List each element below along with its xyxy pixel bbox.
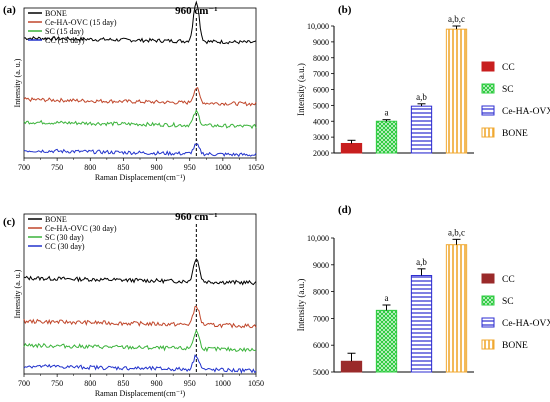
legend: CC SC Ce-HA-OVX BONE [481, 273, 550, 351]
x-tick-label: 950 [184, 163, 196, 172]
bar-panel-d: (d) 5000 6000 7000 8000 9000 10,000 Intensity (… [296, 204, 550, 377]
significance-label: a,b,c [448, 14, 465, 24]
legend-label: BONE [45, 9, 67, 18]
y-axis-label: Intensity (a.u.) [296, 279, 306, 332]
legend-label: Ce-HA-OVX [502, 319, 550, 329]
y-tick-label: 9000 [313, 38, 329, 47]
legend-label: Ce-HA-OVX [502, 107, 550, 117]
significance-label: a,b [416, 92, 427, 102]
legend-swatch [481, 61, 495, 72]
y-tick-label: 7000 [313, 70, 329, 79]
x-tick-label: 950 [184, 379, 196, 388]
x-axis-label: Raman Displacement(cm⁻¹) [95, 389, 186, 398]
series-line [23, 258, 257, 286]
y-tick-label: 3000 [313, 133, 329, 142]
x-tick-label: 800 [84, 379, 96, 388]
bar-sc [375, 309, 398, 373]
x-tick-label: 1050 [248, 163, 264, 172]
legend-label: CC [502, 275, 515, 285]
significance-label: a [385, 293, 389, 303]
legend-swatch [481, 295, 495, 306]
x-tick-label: 750 [51, 379, 63, 388]
peak-annotation: 960 cm⁻¹ [175, 211, 217, 223]
y-tick-label: 10,000 [307, 22, 329, 31]
y-tick-label: 8000 [313, 288, 329, 297]
y-tick-label: 7000 [313, 314, 329, 323]
legend-label: SC [502, 85, 514, 95]
bar-ce-ha-ovx [410, 105, 433, 154]
spectra-panel-c: (c) 700 750 800 850 900 950 1000 1050 Raman Displ… [3, 211, 264, 398]
legend-label: Ce-HA-OVC (30 day) [45, 224, 117, 233]
legend-label: SC [502, 297, 514, 307]
series-line [23, 143, 257, 158]
series-line [23, 305, 257, 329]
y-tick-label: 5000 [313, 368, 329, 377]
legend-label: BONE [45, 215, 67, 224]
significance-label: a [385, 108, 389, 118]
legend-label: SC (30 day) [45, 233, 84, 242]
peak-annotation: 960 cm⁻¹ [175, 5, 217, 17]
y-axis-label: Intensity (a. u.) [13, 269, 22, 318]
series-line [23, 109, 257, 130]
series-line [23, 329, 257, 353]
x-axis-label: Raman Displacement(cm⁻¹) [95, 173, 186, 182]
x-tick-label: 1000 [215, 379, 231, 388]
y-tick-label: 8000 [313, 54, 329, 63]
y-tick-label: 2000 [313, 149, 329, 158]
series-line [23, 0, 257, 45]
x-tick-label: 850 [117, 163, 129, 172]
x-tick-label: 750 [51, 163, 63, 172]
y-axis-label: Intensity (a. u.) [13, 58, 22, 107]
bar-sc [375, 120, 398, 154]
x-tick-label: 1050 [248, 379, 264, 388]
legend-label: Ce-HA-OVC (15 day) [45, 18, 117, 27]
y-tick-label: 9000 [313, 261, 329, 270]
series-line [23, 354, 257, 374]
significance-label: a,b [416, 257, 427, 267]
y-tick-label: 4000 [313, 117, 329, 126]
legend-swatch [481, 317, 495, 328]
legend-label: CC (15 day) [45, 36, 85, 45]
legend-label: BONE [502, 341, 528, 351]
legend-label: CC (30 day) [45, 242, 85, 251]
bar-cc [340, 142, 363, 154]
x-tick-label: 700 [18, 163, 30, 172]
x-tick-label: 900 [151, 379, 163, 388]
y-tick-label: 6000 [313, 341, 329, 350]
bar-panel-b: (b) 2000 3000 4000 5000 6000 7000 8000 9000 10,00… [296, 4, 550, 158]
significance-label: a,b,c [448, 227, 465, 237]
panel-label: (d) [338, 204, 352, 216]
series-line [23, 86, 257, 107]
bar-cc [340, 360, 363, 373]
panel-label: (c) [3, 216, 16, 228]
legend: CC SC Ce-HA-OVX BONE [481, 61, 550, 139]
panel-label: (a) [3, 4, 16, 16]
legend-swatch [481, 83, 495, 94]
x-tick-label: 700 [18, 379, 30, 388]
panel-label: (b) [338, 4, 352, 16]
legend-label: SC (15 day) [45, 27, 84, 36]
x-tick-label: 800 [84, 163, 96, 172]
x-tick-label: 1000 [215, 163, 231, 172]
y-tick-label: 10,000 [307, 234, 329, 243]
legend-swatch [481, 127, 495, 138]
x-tick-label: 900 [151, 163, 163, 172]
legend-label: BONE [502, 129, 528, 139]
y-tick-label: 5000 [313, 101, 329, 110]
y-axis-label: Intensity (a.u.) [296, 63, 306, 116]
spectra-panel-a: (a) 700 750 800 850 900 950 1000 1050 Raman Displ… [3, 0, 264, 182]
legend-swatch [481, 273, 495, 284]
legend-swatch [481, 105, 495, 116]
bar-bone [445, 28, 468, 154]
x-tick-label: 850 [117, 379, 129, 388]
y-tick-label: 6000 [313, 86, 329, 95]
legend-label: CC [502, 63, 515, 73]
legend-swatch [481, 339, 495, 350]
bar-bone [445, 244, 468, 373]
bar-ce-ha-ovx [410, 275, 433, 373]
